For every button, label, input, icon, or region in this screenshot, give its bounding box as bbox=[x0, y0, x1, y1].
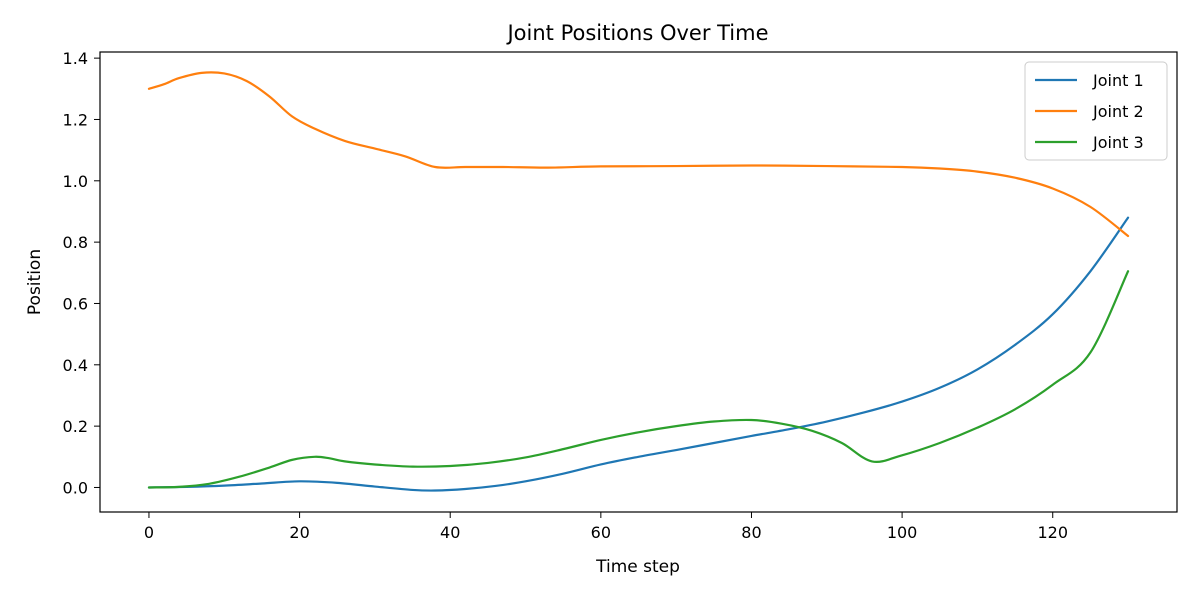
x-axis-label: Time step bbox=[595, 557, 680, 577]
plot-area bbox=[99, 51, 1178, 513]
series-line-3 bbox=[147, 270, 1130, 489]
y-tick-label: 0.2 bbox=[63, 417, 88, 436]
chart-title: Joint Positions Over Time bbox=[505, 21, 768, 45]
x-tick-label: 60 bbox=[591, 523, 611, 542]
y-axis-label: Position bbox=[25, 249, 45, 315]
x-tick-label: 40 bbox=[440, 523, 460, 542]
x-tick-label: 100 bbox=[887, 523, 918, 542]
y-tick-label: 1.0 bbox=[63, 172, 88, 191]
series-line-1 bbox=[147, 216, 1130, 492]
x-tick-label: 80 bbox=[741, 523, 761, 542]
y-tick-label: 0.0 bbox=[63, 478, 88, 497]
series-lines bbox=[147, 71, 1130, 492]
legend-label-1: Joint 1 bbox=[1092, 71, 1144, 90]
legend-items: Joint 1 Joint 2 Joint 3 bbox=[1035, 71, 1144, 152]
y-tick-label: 0.4 bbox=[63, 356, 88, 375]
series-line-2 bbox=[147, 71, 1130, 238]
axes-frame bbox=[99, 51, 1178, 513]
x-tick-label: 120 bbox=[1037, 523, 1068, 542]
y-tick-label: 1.2 bbox=[63, 110, 88, 129]
legend: Joint 1 Joint 2 Joint 3 bbox=[1024, 61, 1168, 161]
legend-label-3: Joint 3 bbox=[1092, 133, 1144, 152]
x-tick-label: 20 bbox=[289, 523, 309, 542]
y-axis-ticks: 0.0 0.2 0.4 0.6 0.8 1.0 1.2 1.4 bbox=[63, 49, 100, 497]
y-tick-label: 0.8 bbox=[63, 233, 88, 252]
legend-label-2: Joint 2 bbox=[1092, 102, 1144, 121]
y-tick-label: 1.4 bbox=[63, 49, 88, 68]
legend-box bbox=[1024, 61, 1168, 161]
x-tick-label: 0 bbox=[144, 523, 154, 542]
y-tick-label: 0.6 bbox=[63, 294, 88, 313]
x-axis-ticks: 0 20 40 60 80 100 120 bbox=[144, 512, 1068, 542]
